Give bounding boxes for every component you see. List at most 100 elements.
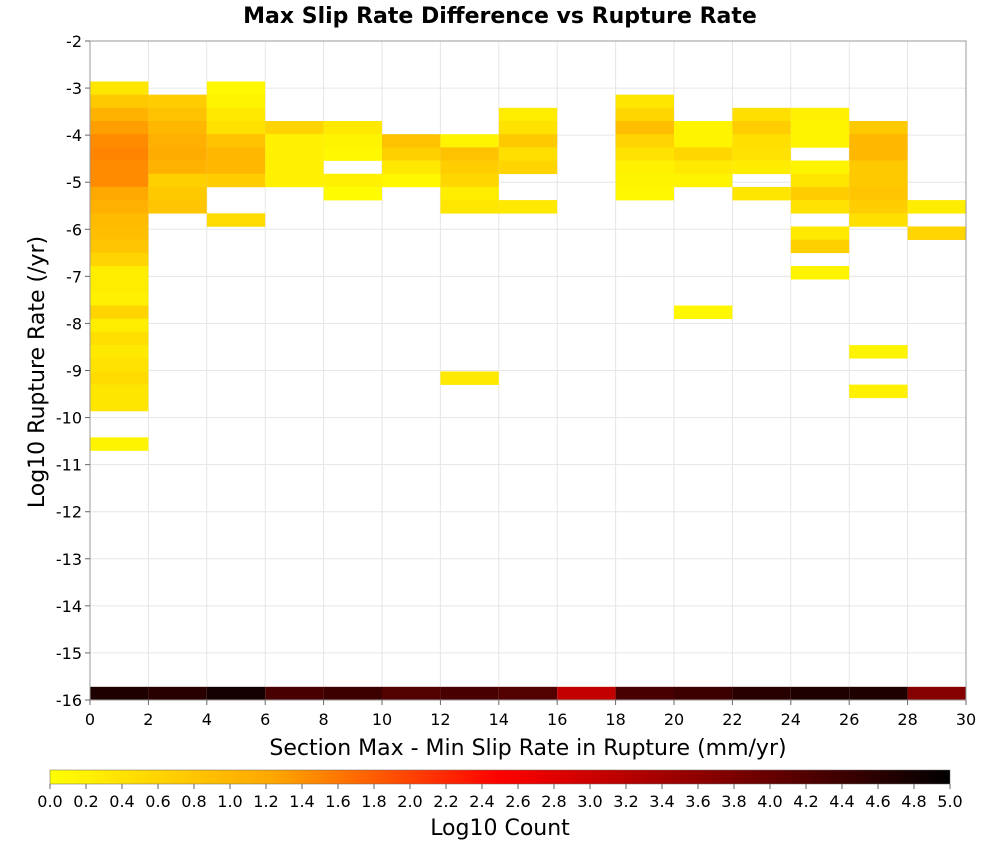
heatmap-cell-bottom-row (907, 686, 966, 700)
heatmap-cell (790, 239, 850, 254)
colorbar-tick-label: 4.2 (793, 792, 818, 811)
heatmap-cell (849, 160, 908, 175)
heatmap-cell (732, 134, 791, 148)
heatmap-cell (90, 186, 149, 201)
heatmap-cell (90, 279, 149, 293)
heatmap-cell (382, 147, 441, 161)
colorbar-tick-label: 2.0 (397, 792, 422, 811)
heatmap-cell (148, 121, 207, 135)
heatmap-cell (206, 160, 266, 175)
x-tick-label: 18 (605, 710, 625, 729)
colorbar (49, 769, 951, 785)
x-tick-label: 28 (897, 710, 917, 729)
heatmap-cell (674, 160, 733, 175)
y-tick-label: -10 (56, 409, 82, 428)
heatmap-cell (206, 107, 266, 122)
heatmap-cell (790, 226, 850, 240)
heatmap-cell (849, 213, 908, 227)
colorbar-tick-label: 0.6 (145, 792, 170, 811)
colorbar-tick-label: 2.4 (469, 792, 494, 811)
colorbar-tick-label: 2.8 (541, 792, 566, 811)
heatmap-cell (732, 147, 791, 161)
heatmap-cell-bottom-row (382, 686, 441, 700)
y-tick-label: -6 (66, 220, 82, 239)
colorbar-tick-label: 3.2 (613, 792, 638, 811)
colorbar-tick-label: 0.8 (181, 792, 206, 811)
x-tick-label: 22 (722, 710, 742, 729)
x-tick-label: 0 (85, 710, 95, 729)
heatmap-cell (323, 173, 382, 188)
heatmap-cell-bottom-row (674, 686, 733, 700)
colorbar-tick-label: 0.2 (73, 792, 98, 811)
heatmap-cell (849, 186, 908, 201)
x-tick-label: 2 (143, 710, 153, 729)
heatmap-cell (90, 121, 149, 135)
heatmap-cell (206, 94, 266, 109)
heatmap-cell (265, 160, 324, 175)
heatmap-cell (323, 147, 382, 161)
heatmap-cell (90, 318, 149, 333)
heatmap-cell (498, 134, 558, 148)
heatmap-cell (440, 134, 499, 148)
heatmap-cell (323, 134, 382, 148)
x-axis-label: Section Max - Min Slip Rate in Rupture (… (269, 736, 786, 761)
heatmap-cell (90, 252, 149, 267)
colorbar-tick-label: 1.4 (289, 792, 314, 811)
heatmap-cell-bottom-row (90, 686, 149, 700)
heatmap-cell (90, 266, 149, 280)
x-tick-label: 12 (430, 710, 450, 729)
colorbar-tick-label: 3.4 (649, 792, 674, 811)
heatmap-cell-bottom-row (849, 686, 908, 700)
colorbar-tick-label: 3.0 (577, 792, 602, 811)
heatmap-cell (849, 345, 908, 359)
heatmap-cell (440, 160, 499, 175)
heatmap-cell (849, 200, 908, 214)
heatmap-cell (148, 134, 207, 148)
x-tick-label: 16 (547, 710, 567, 729)
heatmap-cell (148, 200, 207, 214)
heatmap-cell-bottom-row (206, 686, 266, 700)
heatmap-cell (790, 134, 850, 148)
y-tick-label: -16 (56, 691, 82, 710)
heatmap-cell (440, 200, 499, 214)
heatmap-cell (849, 121, 908, 135)
heatmap-cell (615, 134, 674, 148)
colorbar-label: Log10 Count (430, 816, 570, 841)
y-tick-label: -12 (56, 503, 82, 522)
x-tick-label: 10 (372, 710, 392, 729)
y-axis-label: Log10 Rupture Rate (/yr) (25, 236, 50, 508)
y-tick-label: -15 (56, 644, 82, 663)
heatmap-cell (615, 94, 674, 109)
heatmap-cell (790, 200, 850, 214)
heatmap-cell (206, 173, 266, 188)
colorbar-ticks: 0.0 0.2 0.4 0.6 0.8 1.0 1.2 1.4 1.6 1.8 2.0 2.2 2.4 2… (37, 784, 963, 811)
heatmap-cell (148, 107, 207, 122)
x-tick-label: 8 (319, 710, 329, 729)
heatmap-cell (440, 147, 499, 161)
x-tick-label: 30 (956, 710, 976, 729)
heatmap-cell (790, 173, 850, 188)
heatmap-cell (849, 173, 908, 188)
heatmap-cell-bottom-row (732, 686, 791, 700)
heatmap-cell (148, 94, 207, 109)
heatmap-cell (498, 147, 558, 161)
heatmap-cell-bottom-row (498, 686, 558, 700)
y-tick-label: -4 (66, 126, 82, 145)
colorbar-tick-label: 1.2 (253, 792, 278, 811)
x-tick-label: 24 (781, 710, 801, 729)
heatmap-cell (323, 186, 382, 201)
colorbar-tick-label: 1.8 (361, 792, 386, 811)
heatmap-cell (674, 134, 733, 148)
heatmap-cell (90, 226, 149, 240)
heatmap-cells (90, 81, 966, 700)
heatmap-cell (90, 81, 149, 95)
heatmap-cell (382, 173, 441, 188)
heatmap-cell (206, 81, 266, 95)
heatmap-cell (790, 266, 850, 280)
x-axis-ticks: 0 2 4 6 8 10 12 14 16 18 20 22 24 26 28 30 (85, 700, 976, 729)
heatmap-cell (440, 186, 499, 201)
heatmap-cell-bottom-row (265, 686, 324, 700)
heatmap-cell (90, 173, 149, 188)
heatmap-cell (849, 134, 908, 148)
